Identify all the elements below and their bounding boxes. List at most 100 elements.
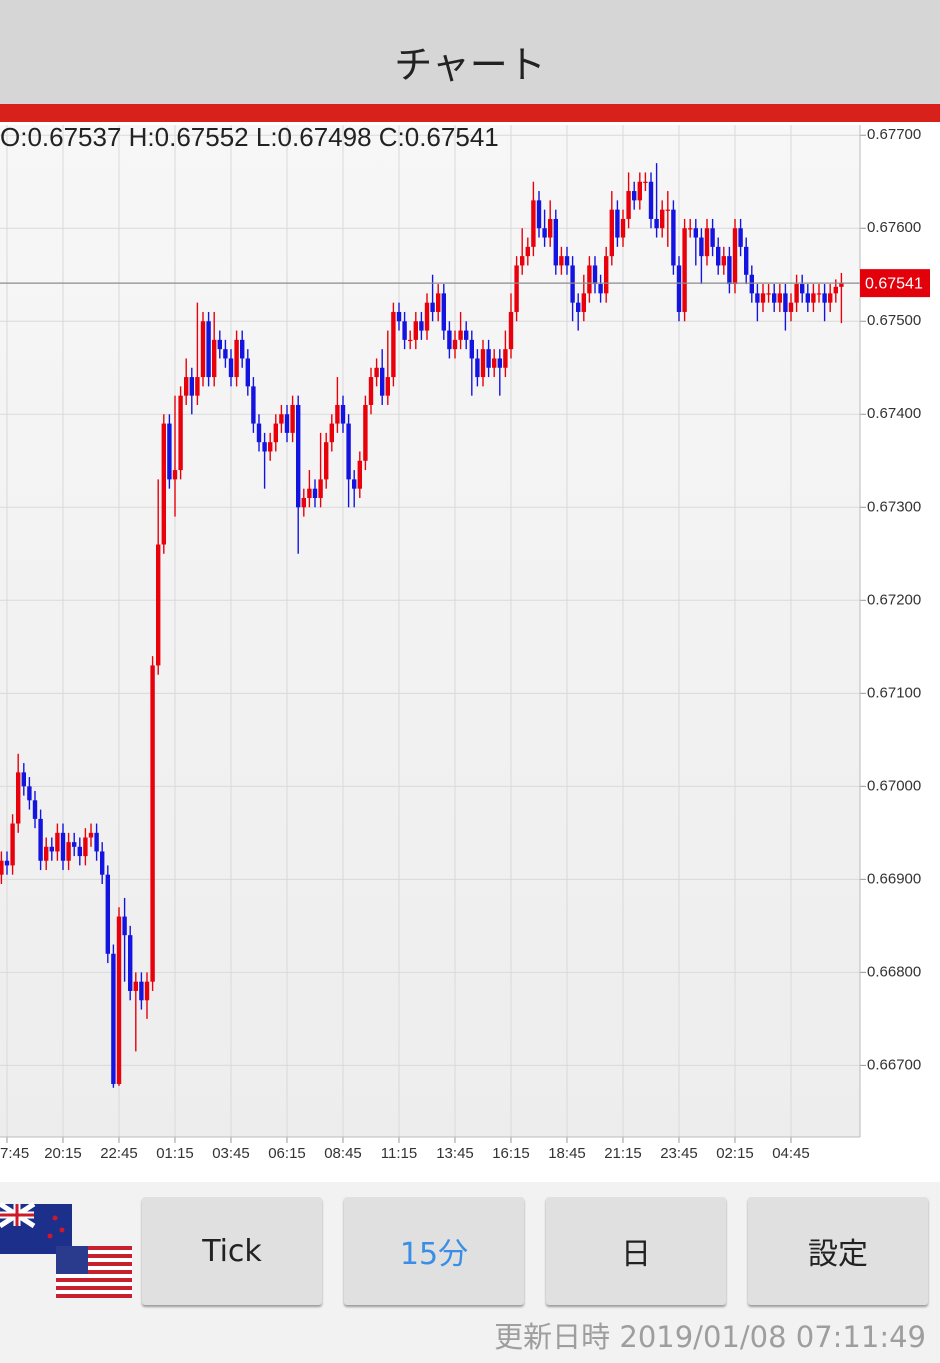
y-tick-label: 0.67600 [867, 219, 921, 236]
candle-body [469, 339, 474, 359]
candle-body [88, 832, 94, 838]
candle-body [598, 284, 603, 294]
x-tick-label: 08:45 [324, 1145, 362, 1162]
candle-body [0, 860, 4, 875]
candle-body [352, 479, 357, 489]
x-tick-label: 11:15 [381, 1145, 417, 1162]
candle-body [307, 488, 312, 498]
candle-body [77, 846, 82, 857]
candle-body [200, 321, 206, 378]
candle-body [212, 339, 217, 378]
candle-body [105, 874, 110, 954]
candle-body [27, 786, 32, 801]
candle-body [604, 256, 609, 294]
candle-body [189, 377, 194, 396]
candle-body [788, 302, 794, 312]
app-header: チャート [0, 0, 940, 104]
updated-timestamp: 更新日時 2019/01/08 07:11:49 [494, 1320, 926, 1354]
candle-body [654, 218, 659, 229]
candle-body [542, 228, 547, 238]
candle-body [559, 256, 564, 266]
x-tick-label: 06:15 [268, 1145, 306, 1162]
candle-body [430, 302, 435, 312]
candle-body [184, 377, 189, 396]
candle-body [240, 339, 245, 359]
candle-body [581, 293, 586, 312]
candle-body [172, 470, 178, 480]
x-tick-label: 7:45 [0, 1145, 29, 1162]
candle-body [536, 200, 542, 229]
candle-body [217, 339, 222, 350]
candle-body [822, 293, 827, 303]
candle-body [340, 404, 346, 424]
settings-button[interactable]: 設定 [748, 1197, 928, 1305]
candle-body [833, 286, 838, 294]
candle-body [380, 367, 385, 396]
candle-body [256, 423, 262, 443]
candle-body [228, 358, 234, 378]
candle-body [156, 544, 161, 666]
y-tick-label: 0.67000 [867, 777, 921, 794]
candle-body [620, 218, 626, 238]
candle-body [464, 330, 469, 340]
candle-body [727, 256, 732, 285]
candle-body [111, 953, 116, 1084]
candle-body [245, 358, 250, 387]
candle-body [32, 800, 38, 819]
x-tick-label: 13:45 [436, 1145, 474, 1162]
candle-body [55, 832, 60, 852]
candle-body [4, 860, 10, 866]
candle-body [167, 423, 172, 480]
candle-body [682, 228, 687, 312]
candle-body [94, 832, 99, 852]
candle-body [413, 321, 418, 340]
candle-body [648, 181, 654, 219]
last-price-tag [860, 269, 930, 298]
candle-body [699, 237, 704, 257]
candle-body [576, 302, 581, 312]
candle-body [60, 832, 66, 861]
candle-body [206, 321, 211, 378]
15min-button[interactable]: 15分 [344, 1197, 524, 1305]
candle-body [178, 395, 183, 471]
candle-body [195, 377, 200, 396]
candle-body [458, 330, 463, 340]
last-price-label: 0.67541 [865, 275, 923, 292]
y-tick-label: 0.67700 [867, 126, 921, 143]
candle-body [486, 349, 491, 368]
candle-body [721, 256, 726, 266]
candle-body [396, 311, 402, 322]
candle-body [374, 367, 379, 378]
day-button[interactable]: 日 [546, 1197, 726, 1305]
candle-body [587, 265, 592, 294]
y-tick-label: 0.66700 [867, 1056, 921, 1073]
candle-body [710, 228, 715, 247]
y-tick-label: 0.66800 [867, 963, 921, 980]
candle-body [16, 772, 21, 824]
candle-body [419, 321, 424, 331]
candle-body [116, 916, 122, 1084]
y-tick-label: 0.67400 [867, 405, 921, 422]
flag-detail [0, 1204, 34, 1226]
x-tick-label: 03:45 [212, 1145, 250, 1162]
candle-body [335, 404, 340, 424]
candle-body [732, 228, 738, 285]
candle-body [66, 842, 71, 861]
candle-body [234, 339, 239, 378]
tick-button[interactable]: Tick [142, 1197, 322, 1305]
candle-body [408, 339, 413, 342]
candle-body [508, 311, 514, 350]
candle-body [660, 209, 665, 229]
x-tick-label: 01:15 [156, 1145, 194, 1162]
y-tick-label: 0.67500 [867, 312, 921, 329]
candle-body [531, 200, 536, 247]
currency-pair-flags[interactable] [0, 1200, 135, 1300]
y-tick-label: 0.67100 [867, 684, 921, 701]
candle-body [357, 460, 362, 489]
candle-body [296, 404, 301, 508]
candle-body [564, 256, 570, 266]
candle-body [38, 818, 43, 861]
candle-body [760, 293, 766, 303]
header-title: チャート [394, 43, 546, 87]
